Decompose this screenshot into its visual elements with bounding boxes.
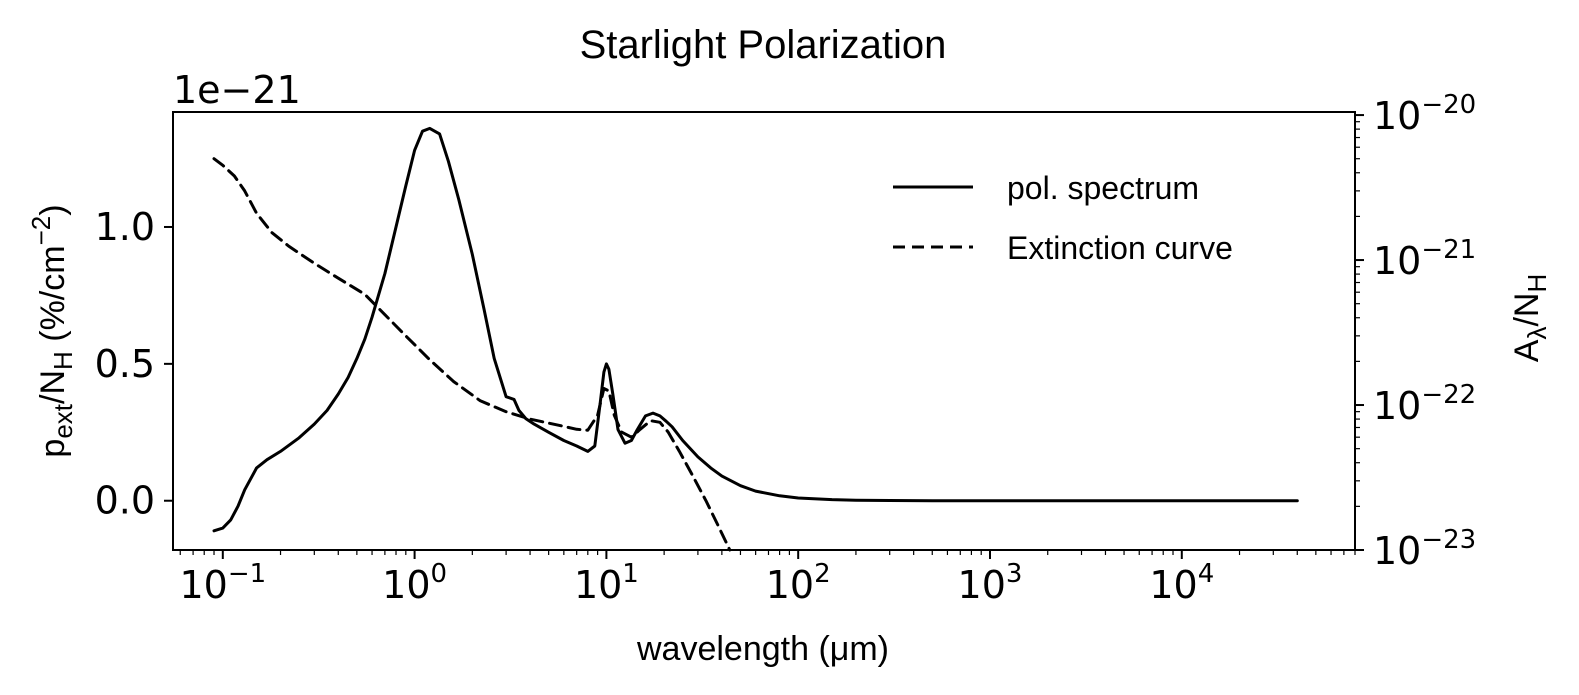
legend: pol. spectrum Extinction curve xyxy=(893,170,1233,266)
y-left-tick-label: 0.0 xyxy=(95,479,155,523)
x-tick-label: 100 xyxy=(382,559,447,607)
series-line-extinction-curve xyxy=(212,157,732,552)
x-tick-label: 102 xyxy=(766,559,831,607)
chart-title: Starlight Polarization xyxy=(580,23,947,67)
legend-label-pol-spectrum: pol. spectrum xyxy=(1007,170,1199,206)
y-right-tick-label: 10−20 xyxy=(1373,90,1476,138)
x-tick-label: 104 xyxy=(1149,559,1214,607)
y-right-axis-label: Aλ/NH xyxy=(1508,274,1552,362)
y-left-offset-text: 1e−21 xyxy=(173,68,301,112)
ticks-layer: 10−1 100 101 102 103 104 0.0 0.5 1.0 10−23 10−22 10… xyxy=(95,90,1477,607)
series-layer xyxy=(212,126,1299,552)
legend-label-extinction-curve: Extinction curve xyxy=(1007,230,1233,266)
y-left-tick-label: 0.5 xyxy=(95,342,155,386)
x-tick-label: 101 xyxy=(574,559,639,607)
y-left-axis-label: pext/NH (%/cm−2) xyxy=(26,204,78,457)
y-right-tick-label: 10−21 xyxy=(1373,235,1476,283)
y-left-tick-label: 1.0 xyxy=(95,205,155,249)
plot-frame xyxy=(172,111,1356,551)
x-tick-label: 10−1 xyxy=(179,559,266,607)
series-line-pol-spectrum xyxy=(212,126,1299,533)
y-right-tick-label: 10−23 xyxy=(1373,525,1476,573)
x-axis-label: wavelength (μm) xyxy=(636,630,889,668)
y-right-tick-label: 10−22 xyxy=(1373,380,1476,428)
x-tick-label: 103 xyxy=(958,559,1023,607)
